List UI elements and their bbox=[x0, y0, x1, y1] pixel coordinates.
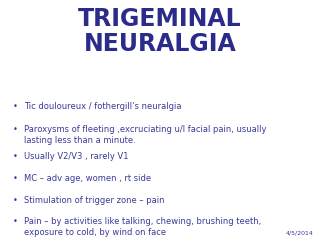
Text: Pain – by activities like talking, chewing, brushing teeth,
exposure to cold, by: Pain – by activities like talking, chewi… bbox=[24, 217, 261, 237]
Text: Usually V2/V3 , rarely V1: Usually V2/V3 , rarely V1 bbox=[24, 152, 129, 162]
Text: Tic douloureux / fothergill’s neuralgia: Tic douloureux / fothergill’s neuralgia bbox=[24, 102, 181, 111]
Text: •: • bbox=[13, 196, 18, 204]
Text: •: • bbox=[13, 174, 18, 183]
Text: TRIGEMINAL
NEURALGIA: TRIGEMINAL NEURALGIA bbox=[78, 7, 242, 56]
Text: MC – adv age, women , rt side: MC – adv age, women , rt side bbox=[24, 174, 151, 183]
Text: •: • bbox=[13, 217, 18, 226]
Text: •: • bbox=[13, 152, 18, 162]
Text: Stimulation of trigger zone – pain: Stimulation of trigger zone – pain bbox=[24, 196, 164, 204]
Text: •: • bbox=[13, 125, 18, 134]
Text: Paroxysms of fleeting ,excruciating u/l facial pain, usually
lasting less than a: Paroxysms of fleeting ,excruciating u/l … bbox=[24, 125, 267, 144]
Text: •: • bbox=[13, 102, 18, 111]
Text: 4/5/2014: 4/5/2014 bbox=[286, 230, 314, 235]
